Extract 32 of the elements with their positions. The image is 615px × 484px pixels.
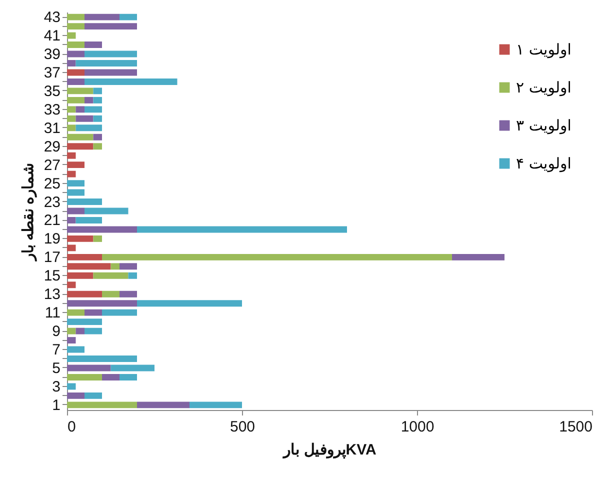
legend-label: اولویت ۳	[516, 116, 572, 134]
y-tick-label: 37	[44, 64, 60, 82]
y-tick-label: 23	[44, 194, 60, 211]
y-tick-label: 3	[52, 378, 60, 396]
y-tick-label: 7	[52, 342, 60, 359]
y-tick-label: 19	[44, 230, 60, 248]
x-tick-label: 1000	[400, 418, 434, 436]
y-tick-label: 5	[52, 360, 60, 377]
legend-label: اولویت ۱	[516, 40, 572, 58]
y-tick-label: 35	[44, 82, 60, 100]
y-tick-label: 29	[44, 138, 60, 156]
y-tick-label: 27	[44, 156, 60, 174]
x-tick-label: 0	[68, 418, 76, 436]
y-tick-label: 17	[44, 249, 60, 266]
y-tick-label: 41	[44, 28, 60, 45]
x-axis-title: پروفیل بارKVA	[282, 442, 377, 460]
y-tick-label: 21	[44, 212, 60, 230]
x-tick-label: 1500	[559, 418, 592, 436]
y-axis-title: شماره نقطه بار	[20, 162, 37, 262]
y-tick-label: 25	[44, 175, 60, 192]
y-tick-label: 43	[44, 9, 60, 26]
y-tick-label: 1	[52, 396, 60, 414]
y-tick-label: 11	[44, 304, 60, 322]
legend-label: اولویت ۲	[516, 78, 572, 96]
y-tick-label: 13	[44, 286, 60, 304]
legend-label: اولویت ۴	[516, 154, 572, 172]
x-tick-label: 500	[230, 418, 256, 436]
y-tick-label: 31	[44, 120, 60, 137]
y-tick-label: 15	[44, 268, 60, 285]
y-tick-label: 9	[52, 323, 60, 340]
y-tick-label: 33	[44, 101, 60, 118]
y-tick-label: 39	[44, 46, 60, 64]
